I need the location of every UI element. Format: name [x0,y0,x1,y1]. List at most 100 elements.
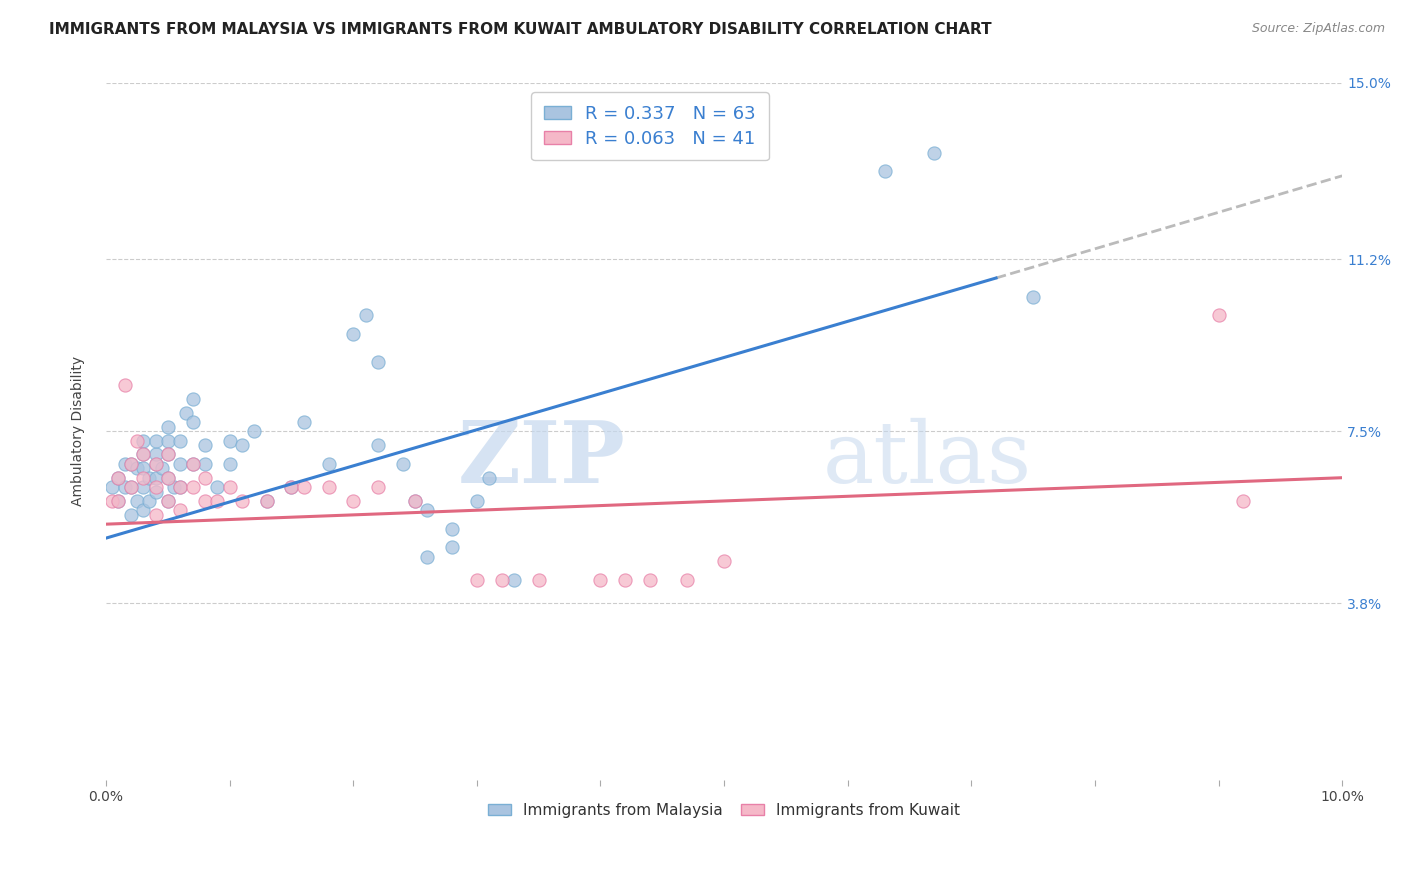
Point [163,480,186,494]
Point [194,494,217,508]
Text: ZIP: ZIP [457,417,626,501]
Point [120,480,142,494]
Point [145,508,167,522]
Point [132,434,155,448]
Point [231,438,253,452]
Text: IMMIGRANTS FROM MALAYSIA VS IMMIGRANTS FROM KUWAIT AMBULATORY DISABILITY CORRELA: IMMIGRANTS FROM MALAYSIA VS IMMIGRANTS F… [49,22,991,37]
Point [132,480,155,494]
Legend: Immigrants from Malaysia, Immigrants from Kuwait: Immigrants from Malaysia, Immigrants fro… [482,797,966,824]
Point [503,573,526,587]
Point [114,457,136,471]
Point [125,434,148,448]
Point [132,448,155,462]
Point [218,480,240,494]
Point [169,503,191,517]
Point [614,573,637,587]
Point [527,573,550,587]
Point [156,471,179,485]
Point [145,484,167,499]
Point [218,457,240,471]
Point [125,461,148,475]
Point [441,522,464,536]
Point [589,573,612,587]
Point [491,573,513,587]
Point [194,438,217,452]
Point [181,457,204,471]
Point [367,354,389,368]
Point [181,480,204,494]
Point [169,480,191,494]
Point [169,434,191,448]
Point [107,494,129,508]
Point [120,508,142,522]
Text: atlas: atlas [823,417,1032,500]
Point [107,494,129,508]
Point [638,573,661,587]
Point [156,471,179,485]
Point [156,419,179,434]
Y-axis label: Ambulatory Disability: Ambulatory Disability [72,356,86,507]
Point [922,145,945,160]
Point [156,448,179,462]
Point [138,494,160,508]
Point [138,471,160,485]
Point [107,471,129,485]
Point [120,457,142,471]
Point [256,494,278,508]
Point [145,448,167,462]
Point [342,326,364,341]
Point [441,541,464,555]
Point [207,494,229,508]
Point [181,392,204,406]
Point [391,457,413,471]
Point [107,471,129,485]
Point [125,494,148,508]
Point [207,480,229,494]
Point [114,377,136,392]
Point [1232,494,1254,508]
Point [145,471,167,485]
Point [231,494,253,508]
Point [256,494,278,508]
Point [367,438,389,452]
Point [101,494,124,508]
Point [156,494,179,508]
Point [873,164,896,178]
Point [318,480,340,494]
Point [280,480,302,494]
Point [145,480,167,494]
Point [342,494,364,508]
Point [120,457,142,471]
Point [132,448,155,462]
Point [218,434,240,448]
Point [176,406,198,420]
Point [194,471,217,485]
Point [150,461,173,475]
Point [194,457,217,471]
Point [292,415,315,429]
Point [292,480,315,494]
Point [478,471,501,485]
Text: Source: ZipAtlas.com: Source: ZipAtlas.com [1251,22,1385,36]
Point [416,549,439,564]
Point [416,503,439,517]
Point [280,480,302,494]
Point [1022,289,1045,303]
Point [156,448,179,462]
Point [101,480,124,494]
Point [145,457,167,471]
Point [156,494,179,508]
Point [465,573,488,587]
Point [132,503,155,517]
Point [676,573,699,587]
Point [367,480,389,494]
Point [145,457,167,471]
Point [169,480,191,494]
Point [156,434,179,448]
Point [114,480,136,494]
Point [243,424,266,438]
Point [145,434,167,448]
Point [120,480,142,494]
Point [318,457,340,471]
Point [181,415,204,429]
